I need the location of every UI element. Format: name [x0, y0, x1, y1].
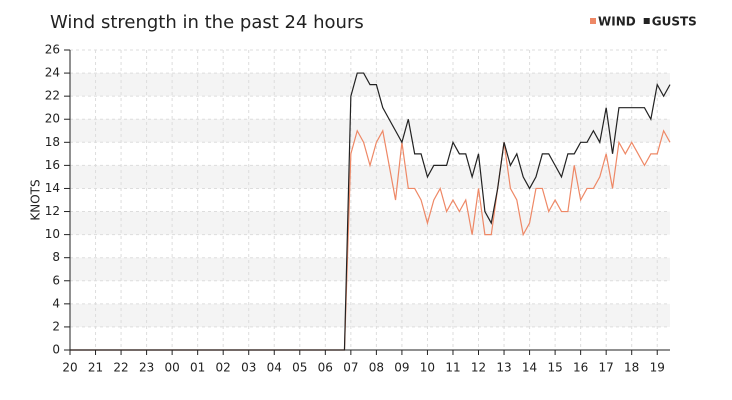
y-tick-label: 10 [45, 227, 60, 241]
y-tick-label: 4 [52, 296, 60, 310]
x-tick-label: 06 [318, 361, 333, 375]
grid-band [70, 257, 670, 281]
x-tick-label: 10 [420, 361, 435, 375]
x-tick-label: 12 [471, 361, 486, 375]
legend-label: GUSTS [652, 15, 697, 29]
y-tick-label: 2 [52, 319, 60, 333]
x-tick-label: 17 [599, 361, 614, 375]
y-tick-label: 20 [45, 112, 60, 126]
x-tick-label: 16 [573, 361, 588, 375]
x-tick-label: 13 [496, 361, 511, 375]
y-tick-label: 12 [45, 204, 60, 218]
x-tick-label: 21 [88, 361, 103, 375]
y-tick-label: 18 [45, 135, 60, 149]
x-tick-label: 03 [241, 361, 256, 375]
grid-band [70, 211, 670, 235]
y-tick-label: 6 [52, 273, 60, 287]
x-tick-label: 15 [547, 361, 562, 375]
x-tick-label: 08 [369, 361, 384, 375]
x-tick-label: 20 [62, 361, 77, 375]
y-axis-label: KNOTS [29, 179, 43, 220]
y-tick-label: 16 [45, 158, 60, 172]
y-tick-label: 14 [45, 181, 60, 195]
y-tick-label: 24 [45, 66, 60, 80]
series-line [70, 72, 671, 351]
x-tick-label: 01 [190, 361, 205, 375]
x-tick-label: 04 [267, 361, 282, 375]
grid-band [70, 119, 670, 143]
y-tick-label: 26 [45, 43, 60, 57]
y-tick-label: 8 [52, 250, 60, 264]
x-tick-label: 19 [650, 361, 665, 375]
x-tick-label: 02 [216, 361, 231, 375]
x-tick-label: 23 [139, 361, 154, 375]
x-tick-label: 18 [624, 361, 639, 375]
legend-swatch [590, 18, 596, 24]
x-tick-label: 14 [522, 361, 537, 375]
x-tick-label: 09 [394, 361, 409, 375]
y-tick-label: 0 [52, 343, 60, 357]
x-tick-label: 07 [343, 361, 358, 375]
legend-label: WIND [598, 15, 636, 29]
chart-title: Wind strength in the past 24 hours [50, 12, 364, 33]
x-tick-label: 00 [164, 361, 179, 375]
x-tick-label: 05 [292, 361, 307, 375]
grid-band [70, 303, 670, 327]
grid-band [70, 165, 670, 189]
y-tick-label: 22 [45, 89, 60, 103]
x-tick-label: 22 [113, 361, 128, 375]
x-tick-label: 11 [445, 361, 460, 375]
legend-swatch [643, 18, 650, 24]
